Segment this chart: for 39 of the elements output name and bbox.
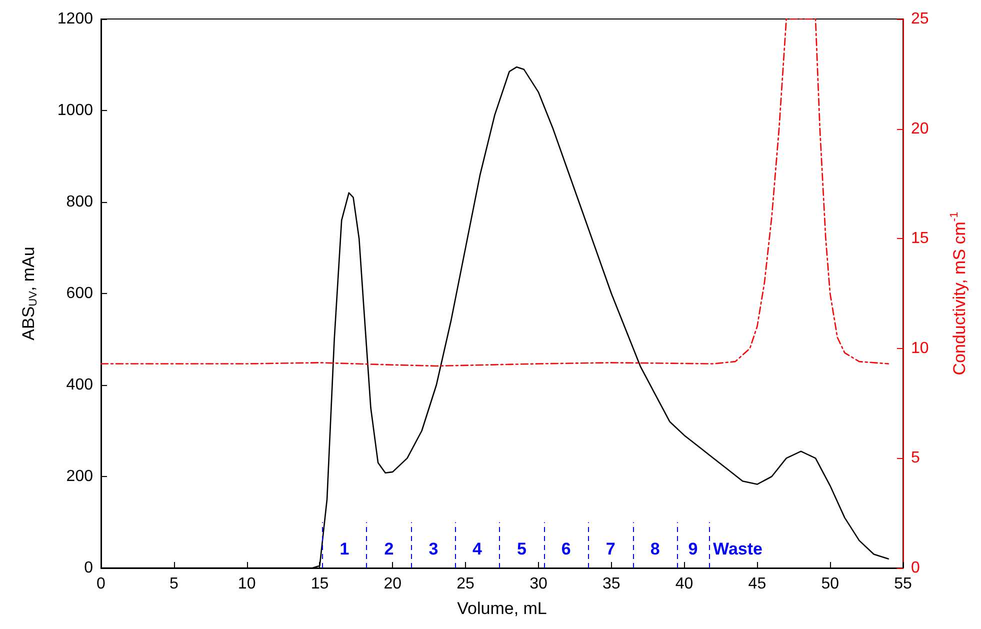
y-tick-label: 1000 bbox=[57, 102, 94, 119]
y-tick-label: 800 bbox=[66, 194, 94, 210]
annotation: 3 bbox=[428, 540, 438, 558]
x-tick-label: 0 bbox=[96, 576, 106, 592]
annotation: 2 bbox=[384, 540, 394, 558]
line-series bbox=[100, 18, 890, 367]
y-tick-label: 0 bbox=[84, 560, 94, 576]
annotation: 5 bbox=[516, 540, 526, 558]
x-tick-label: 55 bbox=[894, 576, 912, 592]
x-tick-label: 10 bbox=[238, 576, 256, 592]
y2-tick-label: 5 bbox=[911, 450, 920, 467]
annotation: Waste bbox=[713, 540, 763, 558]
y2-tick-label: 15 bbox=[911, 230, 929, 248]
y2-axis-title: Conductivity, mS cm-1 bbox=[948, 212, 969, 376]
x-tick-label: 35 bbox=[602, 576, 620, 592]
y-tick-label: 400 bbox=[66, 376, 94, 394]
y2-tick-label: 0 bbox=[911, 560, 920, 576]
y-tick-label: 200 bbox=[66, 468, 94, 485]
annotation: 1 bbox=[340, 540, 350, 558]
y-tick-label: 1200 bbox=[57, 10, 94, 28]
x-axis-title: Volume, mL bbox=[457, 599, 547, 618]
annotation: 9 bbox=[688, 540, 698, 558]
x-tick-label: 50 bbox=[821, 576, 840, 592]
y2-tick-label: 25 bbox=[911, 10, 929, 28]
annotation: 6 bbox=[561, 540, 571, 558]
y2-tick-label: 10 bbox=[911, 340, 929, 357]
x-tick-label: 45 bbox=[748, 576, 766, 592]
annotation: 7 bbox=[606, 540, 616, 558]
x-tick-label: 40 bbox=[675, 576, 694, 592]
y-tick-label: 600 bbox=[66, 285, 94, 302]
annotation: 8 bbox=[650, 540, 660, 558]
x-tick-label: 25 bbox=[456, 576, 475, 592]
x-tick-label: 5 bbox=[169, 576, 178, 592]
annotation: 4 bbox=[472, 540, 482, 558]
x-tick-label: 20 bbox=[384, 576, 402, 592]
y-axis-title: ABSUV, mAu bbox=[19, 246, 40, 340]
x-tick-label: 15 bbox=[310, 576, 329, 592]
x-tick-label: 30 bbox=[530, 576, 548, 592]
y2-tick-label: 20 bbox=[911, 120, 929, 138]
